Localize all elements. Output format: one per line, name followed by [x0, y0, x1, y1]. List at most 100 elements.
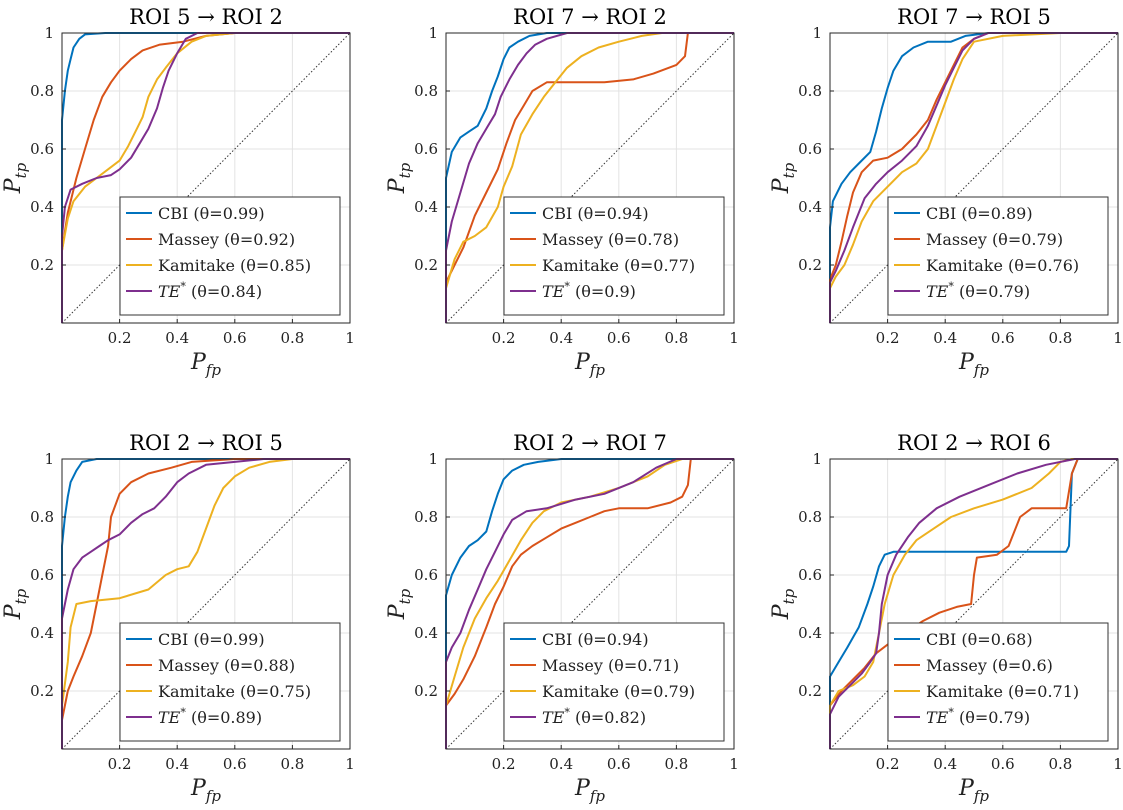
legend: CBI (θ=0.99) Massey (θ=0.92) Kamitake (θ=0… — [119, 196, 341, 316]
legend-theta: (θ=0.71) — [608, 656, 679, 675]
legend-name: Kamitake — [542, 682, 624, 701]
legend-entry-te: TE* (θ=0.89) — [158, 706, 262, 727]
roc-curve-cbi — [445, 32, 734, 323]
x-tick-label: 0.6 — [991, 329, 1015, 347]
x-tick-label: 0.8 — [1048, 329, 1072, 347]
x-axis-label-main: P — [574, 350, 591, 375]
legend-entry-kamitake: Kamitake (θ=0.77) — [542, 256, 695, 275]
legend-name: CBI — [926, 630, 961, 649]
y-tick-label: 0.8 — [414, 82, 438, 100]
x-tick-label: 0.4 — [165, 755, 189, 773]
legend-entry-massey: Massey (θ=0.92) — [158, 230, 295, 249]
legend-theta: (θ=0.71) — [1008, 682, 1079, 701]
x-axis-label: Pfp — [190, 350, 221, 379]
x-tick-label: 0.4 — [165, 329, 189, 347]
legend-box — [503, 196, 725, 316]
legend-name-sup: * — [180, 280, 186, 293]
legend-name-sup: * — [564, 706, 570, 719]
x-tick-label: 0.6 — [223, 755, 247, 773]
x-axis-label-sub: fp — [205, 787, 222, 805]
legend-entry-te: TE* (θ=0.82) — [542, 706, 646, 727]
axes-frame — [445, 458, 735, 750]
y-tick-label: 1 — [44, 24, 54, 42]
roc-curve-kamitake — [445, 32, 734, 323]
y-axis-label: Ptp — [385, 162, 414, 194]
x-axis-label-sub: fp — [589, 361, 606, 379]
legend-name-sup: * — [948, 280, 954, 293]
legend-theta: (θ=0.82) — [570, 708, 646, 727]
x-tick-label: 0.4 — [549, 755, 573, 773]
y-tick-label: 0.2 — [414, 682, 438, 700]
roc-curve-kamitake — [445, 458, 734, 749]
legend-name: Massey — [158, 656, 224, 675]
legend: CBI (θ=0.94) Massey (θ=0.71) Kamitake (θ=0… — [503, 622, 725, 742]
roc-panel-3: 0.2 0.2 0.4 0.4 0.6 0.6 0.8 0.8 1 1 ROI 7 → ROI 5 P… — [769, 5, 1123, 379]
y-axis-label-main: P — [769, 177, 794, 194]
legend-box — [119, 196, 341, 316]
x-tick-label: 0.6 — [223, 329, 247, 347]
legend-entry-kamitake: Kamitake (θ=0.71) — [926, 682, 1079, 701]
legend-name: CBI — [158, 630, 193, 649]
y-axis-label-sub: tp — [396, 162, 414, 178]
roc-curve-kamitake — [829, 458, 1118, 749]
roc-curve-te — [829, 458, 1118, 749]
legend: CBI (θ=0.68) Massey (θ=0.6) Kamitake (θ=0.… — [887, 622, 1109, 742]
legend-entry-massey: Massey (θ=0.79) — [926, 230, 1063, 249]
x-tick-label: 0.6 — [607, 329, 631, 347]
roc-curve-massey — [829, 32, 1118, 323]
legend-theta: (θ=0.79) — [954, 708, 1030, 727]
x-tick-label: 0.8 — [664, 329, 688, 347]
legend-name: Massey — [542, 656, 608, 675]
chance-diagonal — [445, 458, 735, 750]
roc-curve-te — [829, 32, 1118, 323]
legend-theta: (θ=0.99) — [193, 630, 264, 649]
y-tick-label: 0.4 — [414, 624, 438, 642]
legend-entry-massey: Massey (θ=0.71) — [542, 656, 679, 675]
y-tick-label: 0.2 — [30, 256, 54, 274]
x-tick-label: 1 — [729, 755, 739, 773]
x-tick-label: 0.8 — [280, 755, 304, 773]
axes-frame — [61, 32, 351, 324]
x-tick-label: 1 — [729, 329, 739, 347]
legend-theta: (θ=0.79) — [954, 282, 1030, 301]
x-axis-label-sub: fp — [973, 787, 990, 805]
roc-panel-5: 0.2 0.2 0.4 0.4 0.6 0.6 0.8 0.8 1 1 ROI 2 → ROI 7 P… — [385, 431, 739, 805]
panel-title: ROI 2 → ROI 6 — [897, 431, 1051, 455]
legend-name-sup: * — [180, 706, 186, 719]
y-tick-label: 0.4 — [798, 624, 822, 642]
legend-name: Kamitake — [542, 256, 624, 275]
x-axis-label-sub: fp — [973, 361, 990, 379]
legend-entry-massey: Massey (θ=0.88) — [158, 656, 295, 675]
legend-theta: (θ=0.78) — [608, 230, 679, 249]
roc-curve-massey — [829, 458, 1118, 749]
legend-name: Kamitake — [926, 256, 1008, 275]
legend-name: TE — [926, 282, 949, 301]
legend-name-sup: * — [564, 280, 570, 293]
roc-curve-massey — [445, 32, 734, 323]
legend-theta: (θ=0.89) — [961, 204, 1032, 223]
y-tick-label: 0.8 — [30, 82, 54, 100]
panel-title: ROI 2 → ROI 7 — [513, 431, 667, 455]
legend-entry-kamitake: Kamitake (θ=0.75) — [158, 682, 311, 701]
legend-entry-cbi: CBI (θ=0.89) — [926, 204, 1033, 223]
y-tick-label: 0.6 — [414, 140, 438, 158]
legend-name: CBI — [926, 204, 961, 223]
legend-entry-te: TE* (θ=0.9) — [542, 280, 636, 301]
y-tick-label: 0.2 — [30, 682, 54, 700]
axes-frame — [445, 32, 735, 324]
legend-entry-kamitake: Kamitake (θ=0.76) — [926, 256, 1079, 275]
y-tick-label: 0.2 — [798, 682, 822, 700]
y-axis-label-main: P — [1, 177, 26, 194]
x-tick-label: 0.4 — [933, 755, 957, 773]
roc-curve-cbi — [829, 458, 1118, 749]
legend-box — [503, 622, 725, 742]
legend-theta: (θ=0.85) — [240, 256, 311, 275]
y-tick-label: 1 — [812, 24, 822, 42]
legend-name: CBI — [158, 204, 193, 223]
y-tick-label: 0.4 — [414, 198, 438, 216]
y-tick-label: 0.4 — [30, 624, 54, 642]
panel-title: ROI 7 → ROI 2 — [513, 5, 667, 29]
y-tick-label: 0.8 — [30, 508, 54, 526]
roc-panel-4: 0.2 0.2 0.4 0.4 0.6 0.6 0.8 0.8 1 1 ROI 2 → ROI 5 P… — [1, 431, 355, 805]
